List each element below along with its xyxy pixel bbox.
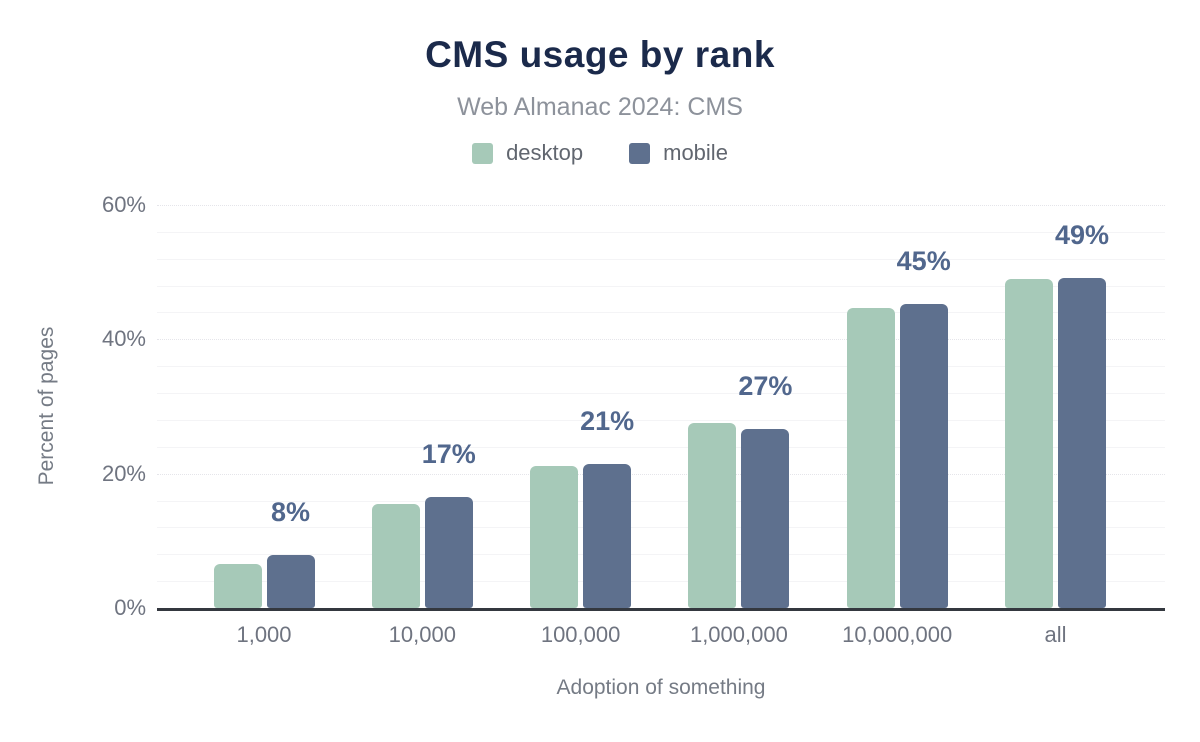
legend-item-mobile: mobile [629, 140, 728, 166]
bar-desktop-1,000,000 [688, 422, 737, 608]
legend-item-desktop: desktop [472, 140, 583, 166]
minor-gridline [157, 554, 1165, 556]
y-tick-label: 20% [101, 460, 146, 486]
legend: desktop mobile [0, 140, 1200, 166]
x-tick-label: 1,000 [236, 622, 292, 647]
bar-desktop-all [1005, 278, 1053, 608]
x-tick-label: 1,000,000 [689, 622, 788, 647]
y-tick-label: 60% [101, 192, 146, 217]
bar-mobile-all [1058, 278, 1106, 608]
minor-gridline [157, 258, 1165, 260]
bar-desktop-10,000 [371, 503, 420, 608]
x-tick-label: 100,000 [540, 622, 621, 647]
desktop-swatch-icon [472, 142, 494, 164]
x-tick-label: all [1044, 622, 1067, 647]
major-gridline [157, 473, 1165, 475]
y-tick-label: 40% [101, 326, 146, 352]
y-tick-label: 0% [114, 595, 146, 620]
major-gridline [157, 205, 1165, 206]
minor-gridline [157, 419, 1165, 421]
plot-area: 8% 17% 21% 27% 45% 49% [157, 205, 1165, 611]
bar-desktop-1,000 [213, 564, 262, 608]
bar-desktop-100,000 [530, 466, 579, 608]
bar-value-label: 27% [738, 370, 793, 401]
minor-gridline [157, 312, 1165, 314]
minor-gridline [157, 581, 1165, 583]
minor-gridline [157, 366, 1165, 368]
bar-value-label: 45% [896, 246, 951, 277]
bar-mobile-1,000 [266, 554, 315, 608]
minor-gridline [157, 446, 1165, 448]
mobile-swatch-icon [629, 142, 651, 164]
minor-gridline [157, 393, 1165, 395]
bar-value-label: 17% [421, 438, 476, 469]
y-axis-title: Percent of pages [35, 326, 58, 486]
bar-value-label: 21% [580, 406, 635, 437]
bar-mobile-10,000 [424, 496, 473, 608]
bar-desktop-10,000,000 [846, 308, 895, 608]
legend-label-mobile: mobile [663, 140, 728, 165]
minor-gridline [157, 231, 1165, 233]
x-axis-title: Adoption of something [556, 676, 766, 699]
bar-value-label: 49% [1054, 220, 1110, 251]
minor-gridline [157, 527, 1165, 529]
bar-value-label: 8% [270, 496, 311, 527]
bar-mobile-10,000,000 [899, 304, 948, 608]
minor-gridline [157, 285, 1165, 287]
major-gridline [157, 339, 1165, 341]
x-tick-label: 10,000 [388, 622, 456, 647]
chart-subtitle: Web Almanac 2024: CMS [457, 93, 743, 121]
legend-label-desktop: desktop [506, 140, 584, 165]
bar-mobile-100,000 [583, 464, 632, 608]
bar-mobile-1,000,000 [741, 428, 790, 608]
minor-gridline [157, 500, 1165, 502]
x-tick-label: 10,000,000 [842, 622, 953, 647]
chart-title: CMS usage by rank [425, 34, 775, 75]
